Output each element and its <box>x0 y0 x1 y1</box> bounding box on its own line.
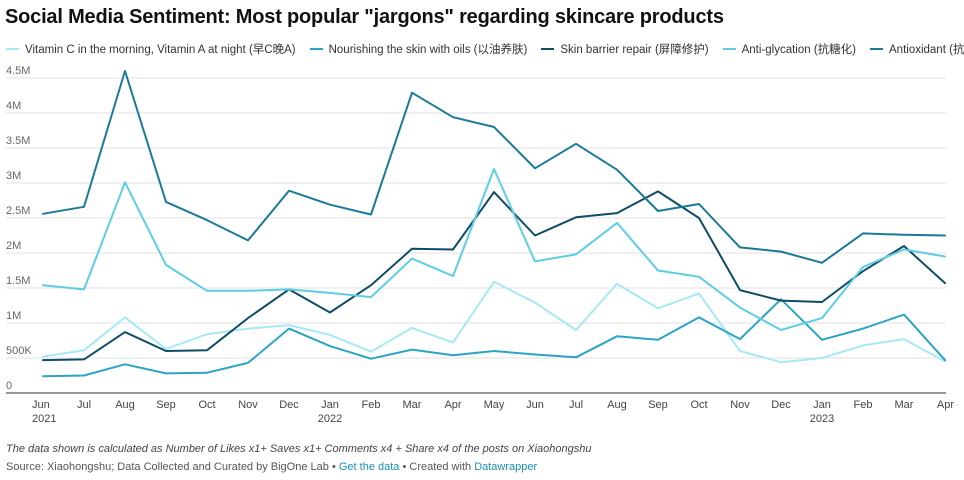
line-chart: 0 500K 1M 1.5M 2M 2.5M 3M 3.5M 4M 4.5M Jun 2021 Jul… <box>6 65 954 425</box>
legend-item-anti-glycation: Anti-glycation (抗糖化) <box>722 41 856 57</box>
x-tick-label: Jan <box>321 399 339 411</box>
x-tick-label: Jun <box>32 399 50 411</box>
legend-swatch <box>870 48 883 50</box>
x-tick-label: Feb <box>854 399 873 411</box>
series-lines <box>42 70 946 378</box>
x-tick-label: Nov <box>730 399 750 411</box>
legend-label: Antioxidant (抗氧化) <box>889 44 964 56</box>
y-tick-label: 1.5M <box>6 275 30 287</box>
gridlines <box>6 77 946 394</box>
chart-title: Social Media Sentiment: Most popular "ja… <box>5 6 724 28</box>
x-tick-label: Mar <box>403 399 422 411</box>
legend-item-antioxidant: Antioxidant (抗氧化) <box>870 41 964 57</box>
x-tick-label: Apr <box>937 399 954 411</box>
y-tick-label: 500K <box>6 345 32 357</box>
x-tick-label: Aug <box>115 399 135 411</box>
y-tick-label: 2M <box>6 240 21 252</box>
x-tick-label: Jul <box>77 399 91 411</box>
y-tick-label: 3M <box>6 170 21 182</box>
legend-label: Skin barrier repair (屏障修护) <box>560 44 709 56</box>
legend-item-oils: Nourishing the skin with oils (以油养肤) <box>309 41 528 57</box>
series-line-3 <box>42 168 946 331</box>
legend-swatch <box>6 48 19 50</box>
x-tick-label: Nov <box>238 399 258 411</box>
legend-item-vitamin-c: Vitamin C in the morning, Vitamin A at n… <box>6 41 296 57</box>
x-tick-year-label: 2022 <box>318 413 342 425</box>
x-tick-label: Mar <box>895 399 914 411</box>
series-line-1 <box>42 298 946 378</box>
x-tick-label: Sep <box>156 399 176 411</box>
series-line-4 <box>42 70 946 264</box>
x-tick-label: Apr <box>444 399 461 411</box>
y-tick-label: 0 <box>6 380 12 392</box>
series-line-2 <box>42 190 946 362</box>
legend-label: Vitamin C in the morning, Vitamin A at n… <box>25 44 296 56</box>
x-axis-ticks: Jun 2021 Jul Aug Sep Oct Nov Dec Jan 2022 Feb Mar Ap… <box>32 399 954 425</box>
separator: • <box>328 461 339 473</box>
y-tick-label: 4M <box>6 100 21 112</box>
y-axis-ticks: 0 500K 1M 1.5M 2M 2.5M 3M 3.5M 4M 4.5M <box>6 65 32 392</box>
legend-swatch <box>309 48 323 50</box>
x-tick-year-label: 2021 <box>32 413 56 425</box>
legend-label: Anti-glycation (抗糖化) <box>741 44 856 56</box>
legend-swatch <box>541 48 555 50</box>
y-tick-label: 4.5M <box>6 65 30 77</box>
get-the-data-link[interactable]: Get the data <box>338 461 400 473</box>
legend-label: Nourishing the skin with oils (以油养肤) <box>328 44 528 56</box>
legend: Vitamin C in the morning, Vitamin A at n… <box>6 41 964 57</box>
created-with-text: • Created with <box>399 461 475 473</box>
x-tick-label: May <box>484 399 505 411</box>
x-tick-year-label: 2023 <box>810 413 834 425</box>
series-line-0 <box>42 280 946 364</box>
x-tick-label: Jul <box>569 399 583 411</box>
legend-swatch <box>722 48 736 50</box>
x-tick-label: Dec <box>771 399 791 411</box>
x-tick-label: Dec <box>279 399 299 411</box>
source-text: Source: Xiaohongshu; Data Collected and … <box>6 461 329 473</box>
x-tick-label: Feb <box>362 399 381 411</box>
source-line: Source: Xiaohongshu; Data Collected and … <box>6 461 537 473</box>
x-tick-label: Oct <box>690 399 707 411</box>
chart-footnote: The data shown is calculated as Number o… <box>6 443 592 455</box>
x-tick-label: Oct <box>198 399 215 411</box>
y-tick-label: 2.5M <box>6 205 30 217</box>
x-tick-label: Jan <box>813 399 831 411</box>
datawrapper-link[interactable]: Datawrapper <box>474 461 538 473</box>
x-tick-label: Aug <box>607 399 627 411</box>
y-tick-label: 1M <box>6 310 21 322</box>
x-tick-label: Jun <box>526 399 544 411</box>
y-tick-label: 3.5M <box>6 135 30 147</box>
legend-item-skin-barrier: Skin barrier repair (屏障修护) <box>541 41 709 57</box>
x-tick-label: Sep <box>648 399 668 411</box>
